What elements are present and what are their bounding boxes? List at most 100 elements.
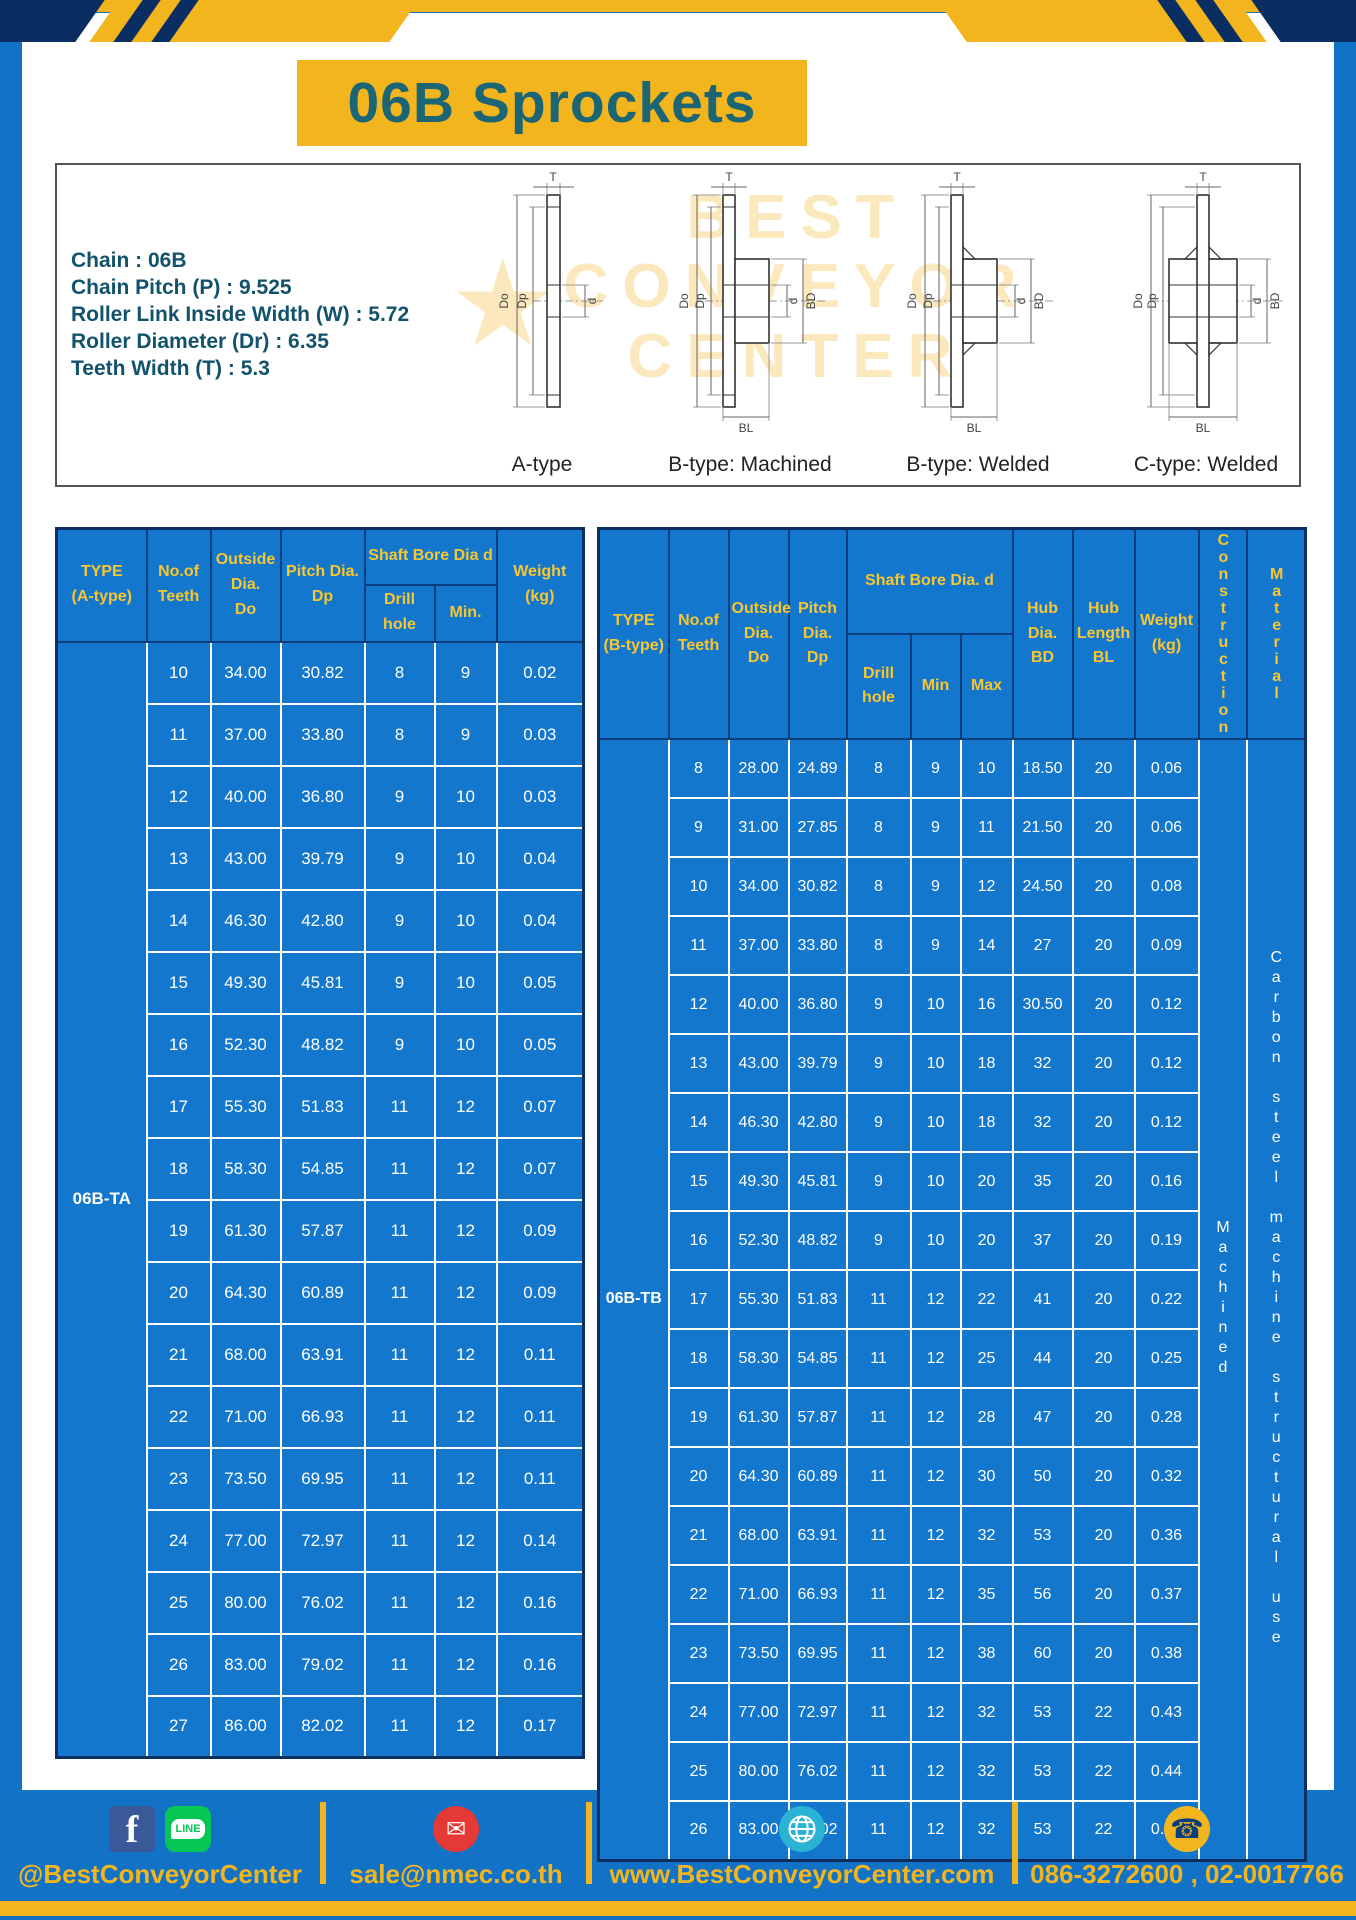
data-cell: 11	[845, 1387, 912, 1448]
data-cell: 11	[363, 1632, 436, 1697]
data-cell: 12	[909, 1387, 962, 1448]
data-cell: 32	[1011, 1092, 1074, 1153]
data-cell: 0.17	[495, 1694, 585, 1759]
data-cell: 11	[845, 1623, 912, 1684]
drawing-caption: B-type: Welded	[906, 453, 1050, 476]
data-cell: 0.11	[495, 1384, 585, 1449]
data-cell: 68.00	[727, 1505, 790, 1566]
data-cell: 12	[433, 1446, 498, 1511]
data-cell: 22	[1071, 1741, 1136, 1802]
data-cell: 26	[667, 1800, 730, 1861]
a-type-cross-section: T Do Dp d	[497, 171, 603, 408]
data-cell: 9	[909, 797, 962, 858]
table-row: 21 68.00 63.91 11 12 32 53 20 0.36	[599, 1505, 1306, 1566]
data-cell: 33.80	[279, 702, 366, 767]
data-cell: 11	[667, 915, 730, 976]
data-cell: 9	[363, 1012, 436, 1077]
data-cell: 21	[667, 1505, 730, 1566]
drawing-b-type-welded: T Do Dp d BD BL	[893, 171, 1063, 481]
footer-contact-bar: f LINE @BestConveyorCenter ✉ sale@nmec.c…	[0, 1794, 1356, 1892]
data-cell: 42.80	[787, 1092, 848, 1153]
facebook-icon[interactable]: f	[109, 1806, 155, 1852]
drawing-b-type-machined: T Do Dp d BD BL	[665, 171, 835, 481]
data-cell: 72.97	[787, 1682, 848, 1743]
email-link[interactable]: sale@nmec.co.th	[349, 1859, 563, 1889]
table-row: 21 68.00 63.91 11 12 0.11	[57, 1322, 585, 1387]
data-cell: 35	[1011, 1151, 1074, 1212]
data-cell: 0.06	[1133, 738, 1200, 799]
data-cell: 25	[959, 1328, 1014, 1389]
table-row: 9 31.00 27.85 8 9 11 21.50 20 0.06	[599, 797, 1306, 858]
dim-bd: BD	[1268, 292, 1282, 309]
data-cell: 55.30	[209, 1074, 282, 1139]
data-cell: 9	[433, 640, 498, 705]
email-icon[interactable]: ✉	[433, 1806, 479, 1852]
col-header-min: Min.	[433, 583, 498, 643]
data-cell: 0.37	[1133, 1564, 1200, 1625]
data-cell: 31.00	[727, 797, 790, 858]
data-cell: 11	[845, 1269, 912, 1330]
data-cell: 40.00	[727, 974, 790, 1035]
dim-dp: Dp	[515, 293, 529, 309]
drawing-a-type: T Do Dp d A-type	[477, 171, 607, 481]
data-cell: 0.09	[1133, 915, 1200, 976]
col-header-min: Min	[909, 632, 962, 741]
data-cell: 32	[959, 1741, 1014, 1802]
data-cell: 0.16	[495, 1632, 585, 1697]
footer-divider	[586, 1802, 592, 1884]
data-cell: 36.80	[787, 974, 848, 1035]
table-row: 12 40.00 36.80 9 10 16 30.50 20 0.12	[599, 974, 1306, 1035]
dim-t: T	[549, 171, 557, 184]
data-cell: 33.80	[787, 915, 848, 976]
data-cell: 47	[1011, 1387, 1074, 1448]
data-cell: 53	[1011, 1741, 1074, 1802]
data-cell: 44	[1011, 1328, 1074, 1389]
data-cell: 0.36	[1133, 1505, 1200, 1566]
data-cell: 9	[909, 738, 962, 799]
phone-icon[interactable]: ☎	[1164, 1806, 1210, 1852]
data-cell: 0.12	[1133, 1033, 1200, 1094]
data-cell: 38	[959, 1623, 1014, 1684]
social-handle[interactable]: @BestConveyorCenter	[18, 1859, 302, 1889]
data-cell: 0.16	[1133, 1151, 1200, 1212]
table-row: 06B-TA 10 34.00 30.82 8 9 0.02	[55, 640, 585, 1759]
table-row: 16 52.30 48.82 9 10 0.05	[57, 1012, 585, 1077]
data-cell: 12	[909, 1269, 962, 1330]
data-cell: 11	[145, 702, 212, 767]
data-cell: 0.44	[1133, 1741, 1200, 1802]
data-cell: 20	[1071, 738, 1136, 799]
data-cell: 9	[845, 1151, 912, 1212]
data-cell: 11	[363, 1694, 436, 1759]
data-cell: 8	[363, 640, 436, 705]
data-cell: 8	[845, 915, 912, 976]
data-cell: 11	[363, 1198, 436, 1263]
data-cell: 73.50	[727, 1623, 790, 1684]
data-cell: 22	[959, 1269, 1014, 1330]
data-cell: 0.02	[495, 640, 585, 705]
data-cell: 56	[1011, 1564, 1074, 1625]
data-cell: 14	[667, 1092, 730, 1153]
a-type-table-body: 06B-TA 10 34.00 30.82 8 9 0.02 11 37.00 33.80 8 9 0.…	[55, 640, 585, 1759]
table-row: 23 73.50 69.95 11 12 38 60 20 0.38	[599, 1623, 1306, 1684]
data-cell: 12	[433, 1632, 498, 1697]
col-header-weight: Weight (kg)	[495, 527, 585, 643]
data-cell: 10	[433, 1012, 498, 1077]
table-row: 06B-TB 8 28.00 24.89 8 9 10 18.50 20 0.06 Machined…	[597, 738, 1307, 1861]
website-link[interactable]: www.BestConveyorCenter.com	[609, 1859, 995, 1889]
drawing-caption: C-type: Welded	[1133, 453, 1279, 476]
data-cell: 16	[959, 974, 1014, 1035]
spec-teeth-width: Teeth Width (T) : 5.3	[71, 357, 270, 380]
data-cell: 66.93	[279, 1384, 366, 1449]
data-cell: 13	[667, 1033, 730, 1094]
data-cell: 9	[909, 856, 962, 917]
data-cell: 8	[845, 738, 912, 799]
a-type-table-header: TYPE (A-type) No.of Teeth Outside Dia. D…	[55, 527, 585, 643]
table-row: 13 43.00 39.79 9 10 0.04	[57, 826, 585, 891]
line-icon[interactable]: LINE	[165, 1806, 211, 1852]
table-row: 27 86.00 82.02 11 12 0.17	[57, 1694, 585, 1759]
data-cell: 51.83	[279, 1074, 366, 1139]
data-cell: 27	[145, 1694, 212, 1759]
globe-icon[interactable]	[779, 1806, 825, 1852]
data-cell: 15	[145, 950, 212, 1015]
data-cell: 49.30	[209, 950, 282, 1015]
